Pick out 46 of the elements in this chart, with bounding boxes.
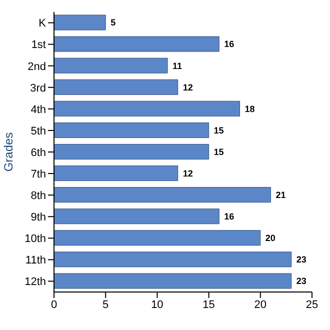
data-label: 5 — [110, 18, 116, 28]
y-tick-label: 12th — [24, 276, 46, 288]
x-tick-label: 20 — [254, 298, 267, 311]
bar — [54, 36, 220, 52]
bar — [54, 79, 178, 95]
data-label: 23 — [296, 254, 306, 265]
y-tick-label: 2nd — [28, 60, 46, 73]
x-tick-label: 0 — [50, 298, 58, 311]
x-tick-label: 25 — [306, 298, 318, 311]
data-label: 20 — [265, 233, 276, 244]
bar — [54, 230, 261, 246]
bar — [54, 14, 106, 30]
y-tick-label: 9th — [30, 212, 46, 224]
data-label: 16 — [224, 212, 234, 222]
y-tick-label: K — [38, 18, 47, 30]
data-label: 21 — [276, 190, 286, 200]
y-tick-label: 4th — [30, 104, 46, 116]
data-label: 12 — [182, 168, 193, 178]
y-tick-label: 8th — [30, 190, 46, 202]
bar — [54, 187, 271, 203]
data-label: 18 — [244, 104, 255, 114]
bar — [54, 58, 168, 74]
bar — [54, 122, 210, 138]
y-tick-label: 3rd — [30, 82, 46, 94]
y-tick-label: 1st — [31, 39, 46, 52]
data-label: 15 — [214, 125, 224, 136]
x-tick-label: 10 — [151, 298, 164, 311]
bar — [54, 208, 220, 224]
data-label: 16 — [224, 39, 234, 50]
y-tick-label: 5th — [30, 125, 46, 138]
y-tick-label: 10th — [24, 233, 46, 246]
data-label: 23 — [296, 276, 306, 286]
bar — [54, 144, 210, 160]
y-axis-title: Grades — [1, 132, 16, 172]
bar — [54, 252, 292, 268]
data-label: 11 — [172, 60, 182, 71]
bar — [54, 273, 292, 289]
data-label: 12 — [182, 82, 193, 92]
bar — [54, 166, 178, 182]
x-tick-label: 5 — [102, 298, 109, 311]
y-tick-label: 6th — [30, 146, 46, 159]
y-tick-label: 7th — [30, 168, 46, 180]
bar — [54, 100, 240, 116]
y-tick-label: 11th — [25, 254, 46, 267]
data-label: 15 — [214, 146, 224, 157]
x-tick-label: 15 — [202, 298, 215, 311]
